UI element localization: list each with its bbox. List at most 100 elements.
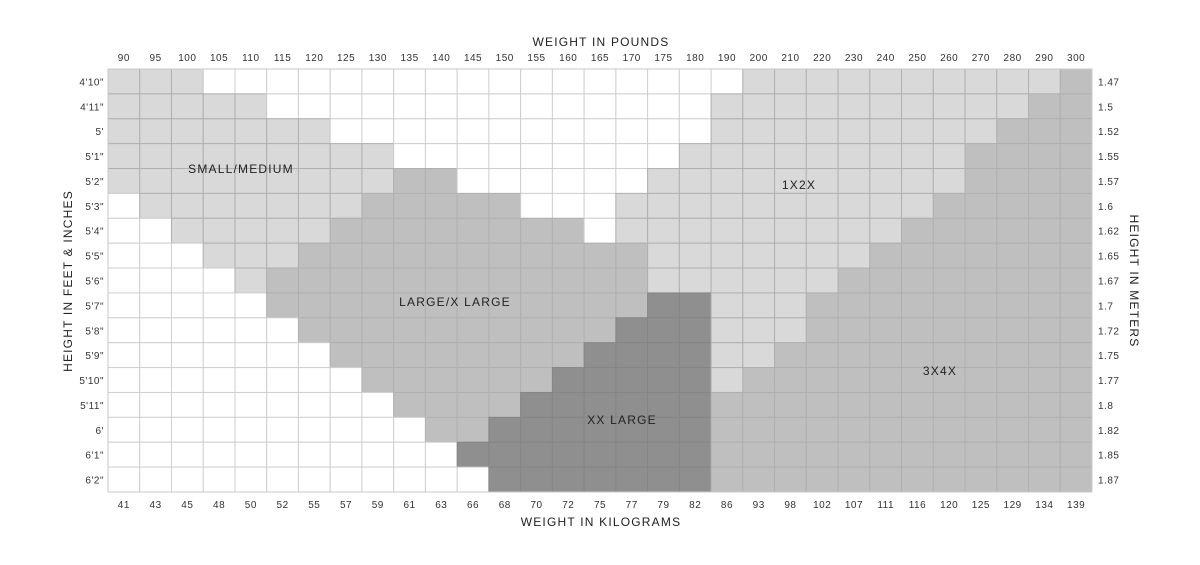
grid-cell (710, 367, 744, 393)
kilograms-tick-label: 61 (403, 500, 415, 511)
kilograms-tick-label: 111 (877, 500, 894, 511)
grid-cell (805, 242, 839, 269)
grid-cell (996, 143, 1030, 170)
x-axis-top-title: WEIGHT IN POUNDS (533, 35, 670, 49)
grid-cell (964, 242, 998, 269)
grid-cell (678, 217, 712, 244)
height-tick-label: 4'10" (79, 77, 104, 88)
grid-cell (393, 93, 426, 120)
grid-cell (742, 68, 776, 95)
grid-cell (774, 267, 807, 294)
grid-cell (424, 242, 458, 269)
grid-cell (774, 441, 807, 468)
kilograms-tick-label: 41 (118, 500, 130, 511)
grid-cell (139, 342, 172, 369)
grid-cell (424, 441, 458, 468)
grid-cell (837, 217, 871, 244)
grid-cell (520, 367, 553, 393)
grid-cell (139, 267, 172, 294)
meters-tick-label: 1.67 (1098, 277, 1119, 288)
grid-cell (456, 93, 490, 120)
grid-cell (901, 391, 934, 418)
kilograms-tick-label: 134 (1035, 500, 1053, 511)
grid-cell (520, 292, 553, 319)
grid-cell (361, 242, 395, 269)
grid-cell (583, 441, 617, 468)
grid-cell (932, 416, 966, 443)
grid-cell (647, 441, 680, 468)
grid-cell (647, 367, 680, 393)
grid-cell (837, 416, 871, 443)
grid-cell (996, 317, 1030, 344)
grid-cell (266, 217, 299, 244)
grid-cell (1059, 168, 1093, 194)
grid-cell (234, 267, 268, 294)
grid-cell (710, 242, 744, 269)
grid-cell (901, 292, 934, 319)
grid-cell (520, 267, 553, 294)
grid-cell (615, 441, 649, 468)
grid-cell (710, 143, 744, 170)
grid-cell (996, 118, 1030, 145)
grid-cell (710, 118, 744, 145)
grid-cell (393, 441, 426, 468)
pounds-tick-label: 250 (908, 53, 926, 64)
grid-cell (583, 217, 617, 244)
grid-cell (361, 168, 395, 194)
pounds-tick-label: 105 (210, 53, 228, 64)
grid-cell (139, 118, 172, 145)
grid-cell (583, 192, 617, 219)
grid-cell (297, 168, 331, 194)
grid-cell (837, 441, 871, 468)
grid-cell (139, 317, 172, 344)
pounds-tick-label: 140 (432, 53, 450, 64)
grid-cell (710, 342, 744, 369)
grid-cell (107, 466, 141, 493)
grid-cell (678, 391, 712, 418)
grid-cell (583, 93, 617, 120)
grid-cell (107, 317, 141, 344)
grid-cell (678, 267, 712, 294)
grid-cell (774, 342, 807, 369)
grid-cell (361, 391, 395, 418)
grid-cell (647, 118, 680, 145)
grid-cell (932, 267, 966, 294)
grid-cell (774, 242, 807, 269)
grid-cell (869, 466, 903, 493)
grid-cell (837, 367, 871, 393)
grid-cell (869, 391, 903, 418)
grid-cell (139, 367, 172, 393)
grid-cell (742, 93, 776, 120)
grid-cell (678, 466, 712, 493)
grid-cell (488, 68, 522, 95)
meters-tick-label: 1.62 (1098, 227, 1119, 238)
grid-cell (742, 342, 776, 369)
grid-cell (551, 168, 585, 194)
grid-cell (234, 93, 268, 120)
grid-cell (742, 242, 776, 269)
grid-cell (805, 118, 839, 145)
grid-cell (266, 466, 299, 493)
grid-cell (774, 217, 807, 244)
grid-cell (361, 416, 395, 443)
grid-cell (964, 217, 998, 244)
grid-cell (964, 441, 998, 468)
grid-cell (742, 217, 776, 244)
grid-cell (869, 143, 903, 170)
grid-cell (361, 267, 395, 294)
grid-cell (742, 192, 776, 219)
grid-cell (107, 217, 141, 244)
meters-tick-label: 1.47 (1098, 77, 1119, 88)
grid-cell (647, 68, 680, 95)
grid-cell (583, 118, 617, 145)
grid-cell (202, 292, 236, 319)
kilograms-tick-label: 66 (467, 500, 479, 511)
y-axis-left-title: HEIGHT IN FEET & INCHES (61, 190, 75, 372)
grid-cell (551, 466, 585, 493)
grid-cell (774, 416, 807, 443)
grid-cell (742, 267, 776, 294)
grid-cell (297, 367, 331, 393)
grid-cell (456, 391, 490, 418)
grid-cell (1028, 68, 1061, 95)
grid-cell (805, 217, 839, 244)
